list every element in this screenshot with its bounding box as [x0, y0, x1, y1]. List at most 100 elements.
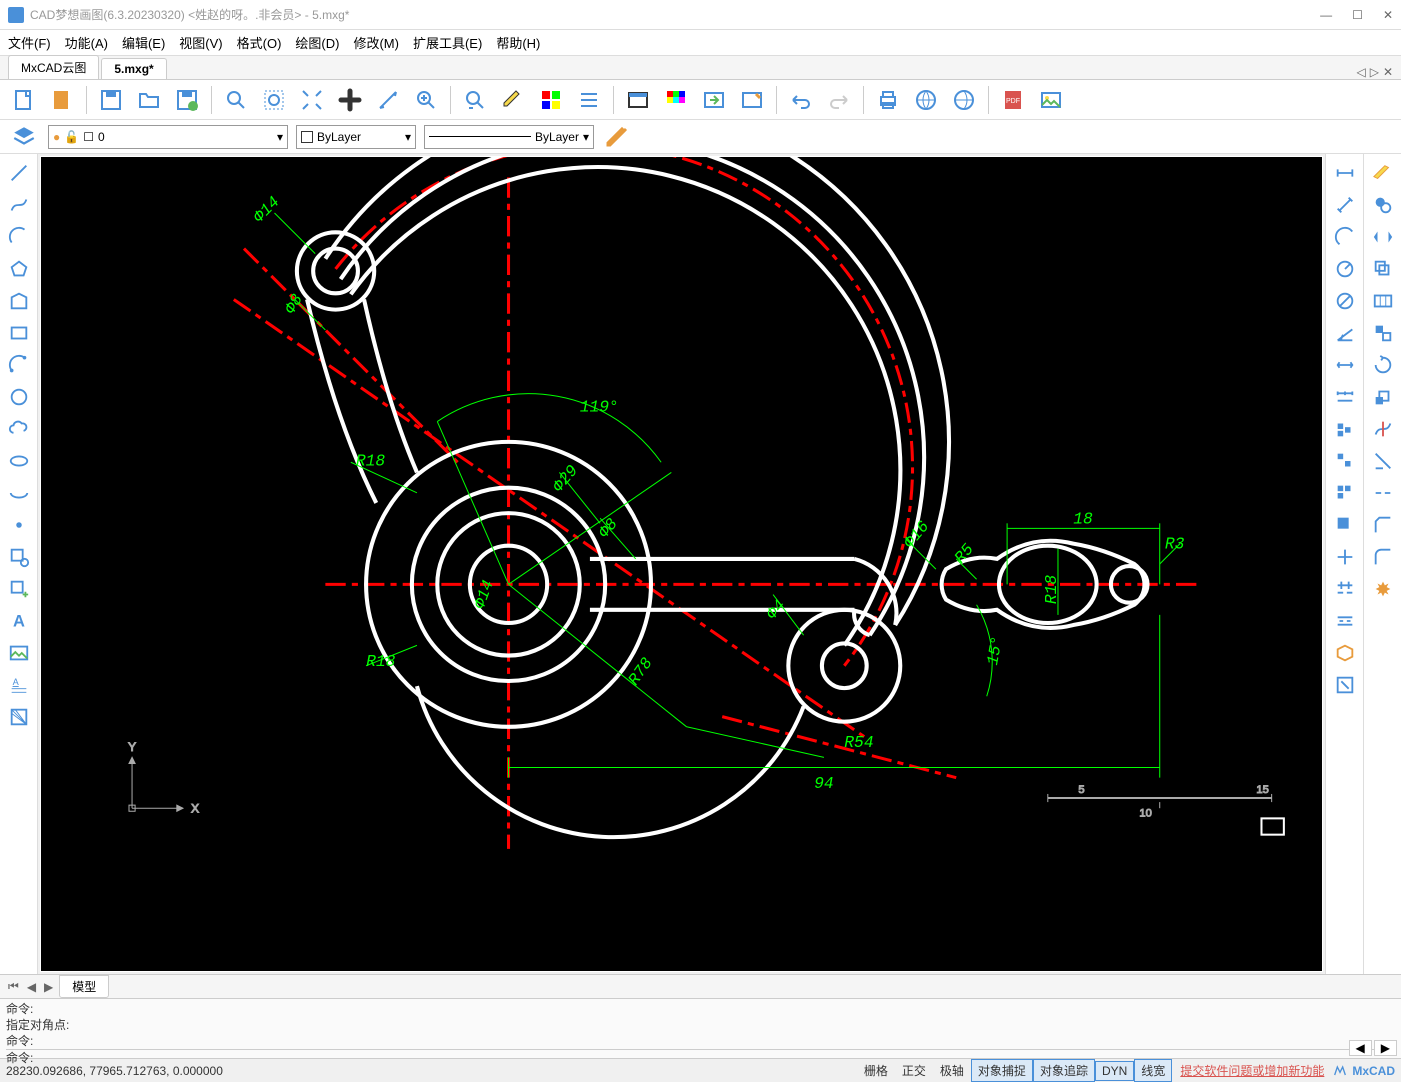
array-tool[interactable]: [1368, 286, 1398, 316]
web2-button[interactable]: [948, 84, 980, 116]
dim-arc-tool[interactable]: [1330, 222, 1360, 252]
pencil-icon[interactable]: [602, 121, 634, 153]
dim-iso-tool[interactable]: [1330, 638, 1360, 668]
cmd-prompt[interactable]: 命令:: [6, 1049, 1395, 1066]
chamfer-tool[interactable]: [1368, 510, 1398, 540]
dim-radius-tool[interactable]: [1330, 254, 1360, 284]
point-tool[interactable]: [4, 510, 34, 540]
menu-ext[interactable]: 扩展工具(E): [413, 33, 482, 52]
dim-break-tool[interactable]: [1330, 574, 1360, 604]
btab-next[interactable]: ▶: [40, 980, 57, 994]
dim-center-tool[interactable]: [1330, 542, 1360, 572]
rectangle-tool[interactable]: [4, 318, 34, 348]
open-button[interactable]: [133, 84, 165, 116]
web-button[interactable]: [910, 84, 942, 116]
dim-tolerance-tool[interactable]: [1330, 606, 1360, 636]
drawing-canvas[interactable]: Φ14 Φ8 R18 119° Φ29 Φ8 Φ14 R18 R78 R54 Φ…: [40, 156, 1323, 972]
print-button[interactable]: [872, 84, 904, 116]
dim-ord1-tool[interactable]: [1330, 446, 1360, 476]
cmd-scroll-right[interactable]: ▶: [1374, 1040, 1397, 1056]
cmd-scroll-left[interactable]: ◀: [1349, 1040, 1372, 1056]
redo-button[interactable]: [823, 84, 855, 116]
tab-cloud[interactable]: MxCAD云图: [8, 55, 99, 79]
tab-prev[interactable]: ◁: [1356, 65, 1365, 79]
extend-tool[interactable]: [1368, 446, 1398, 476]
undo-button[interactable]: [785, 84, 817, 116]
pentagon-tool[interactable]: [4, 286, 34, 316]
list-button[interactable]: [573, 84, 605, 116]
text-tool[interactable]: A: [4, 606, 34, 636]
measure-button[interactable]: [372, 84, 404, 116]
tab-file[interactable]: 5.mxg*: [101, 58, 166, 79]
btab-prev[interactable]: ◀: [23, 980, 40, 994]
command-area[interactable]: 命令: 指定对角点: 命令: 命令: ◀ ▶: [0, 998, 1401, 1058]
btab-first[interactable]: ⏮: [4, 979, 23, 994]
dim-leader-tool[interactable]: [1330, 510, 1360, 540]
zoom-realtime-button[interactable]: [410, 84, 442, 116]
block-insert-tool[interactable]: [4, 542, 34, 572]
spline-tool[interactable]: [4, 190, 34, 220]
rotate-tool[interactable]: [1368, 350, 1398, 380]
model-tab[interactable]: 模型: [59, 975, 109, 998]
minimize-button[interactable]: —: [1320, 8, 1332, 22]
menu-view[interactable]: 视图(V): [179, 33, 222, 52]
tab-next[interactable]: ▷: [1370, 65, 1379, 79]
highlight-button[interactable]: [497, 84, 529, 116]
layer-combo[interactable]: ●🔓☐ 0 ▾: [48, 125, 288, 149]
dim-ord2-tool[interactable]: [1330, 478, 1360, 508]
pan-button[interactable]: [334, 84, 366, 116]
image-button[interactable]: [1035, 84, 1067, 116]
polygon-tool[interactable]: [4, 254, 34, 284]
mirror-tool[interactable]: [1368, 222, 1398, 252]
mtext-tool[interactable]: A: [4, 670, 34, 700]
explode-tool[interactable]: [1368, 574, 1398, 604]
saveas-button[interactable]: [171, 84, 203, 116]
offset-tool[interactable]: [1368, 254, 1398, 284]
scale-tool[interactable]: [1368, 382, 1398, 412]
menu-modify[interactable]: 修改(M): [353, 33, 399, 52]
menu-draw[interactable]: 绘图(D): [295, 33, 339, 52]
dim-diameter-tool[interactable]: [1330, 286, 1360, 316]
menu-function[interactable]: 功能(A): [65, 33, 108, 52]
zoom-extents-button[interactable]: [296, 84, 328, 116]
fillet-tool[interactable]: [1368, 542, 1398, 572]
dim-hor-tool[interactable]: [1330, 350, 1360, 380]
tab-close[interactable]: ✕: [1383, 65, 1393, 79]
save-button[interactable]: [95, 84, 127, 116]
dim-baseline-tool[interactable]: [1330, 414, 1360, 444]
hatch-tool[interactable]: [4, 702, 34, 732]
colors-button[interactable]: [660, 84, 692, 116]
dim-aligned-tool[interactable]: [1330, 190, 1360, 220]
ellipse-arc-tool[interactable]: [4, 478, 34, 508]
copy-tool[interactable]: [1368, 190, 1398, 220]
dim-continue-tool[interactable]: [1330, 382, 1360, 412]
trim-tool[interactable]: [1368, 414, 1398, 444]
line-tool[interactable]: [4, 158, 34, 188]
image-tool[interactable]: [4, 638, 34, 668]
pdf-button[interactable]: PDF: [997, 84, 1029, 116]
new-template-button[interactable]: [46, 84, 78, 116]
dim-linear-tool[interactable]: [1330, 158, 1360, 188]
arc-tool[interactable]: [4, 222, 34, 252]
menu-file[interactable]: 文件(F): [8, 33, 51, 52]
break-tool[interactable]: [1368, 478, 1398, 508]
linetype-combo[interactable]: ByLayer ▾: [424, 125, 594, 149]
close-button[interactable]: ✕: [1383, 8, 1393, 22]
menu-format[interactable]: 格式(O): [237, 33, 282, 52]
export-button[interactable]: [698, 84, 730, 116]
menu-edit[interactable]: 编辑(E): [122, 33, 165, 52]
find-button[interactable]: [459, 84, 491, 116]
dim-angle-tool[interactable]: [1330, 318, 1360, 348]
arc3p-tool[interactable]: [4, 350, 34, 380]
menu-help[interactable]: 帮助(H): [496, 33, 540, 52]
ellipse-tool[interactable]: [4, 446, 34, 476]
erase-tool[interactable]: [1368, 158, 1398, 188]
layer-button[interactable]: [622, 84, 654, 116]
color-combo[interactable]: ByLayer ▾: [296, 125, 416, 149]
zoom-window-button[interactable]: [220, 84, 252, 116]
block-create-tool[interactable]: [4, 574, 34, 604]
cloud-tool[interactable]: [4, 414, 34, 444]
dim-style-tool[interactable]: [1330, 670, 1360, 700]
layers-icon[interactable]: [8, 121, 40, 153]
layer-clean-button[interactable]: [736, 84, 768, 116]
